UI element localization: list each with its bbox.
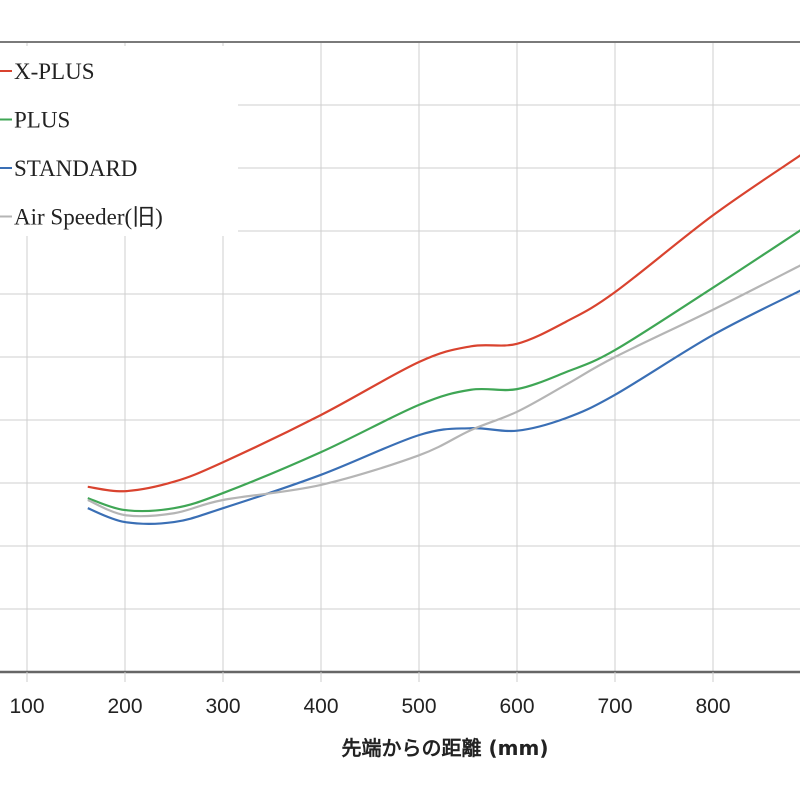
x-tick-label: 100 <box>9 695 44 718</box>
legend: X-PLUS PLUS STANDARD Air Speeder(旧) <box>0 46 238 236</box>
legend-label: X-PLUS <box>14 59 95 84</box>
x-axis: 1002003004005006007008009 <box>0 670 800 718</box>
x-tick-label: 400 <box>303 695 338 718</box>
series-lines <box>87 154 800 525</box>
x-tick-label: 200 <box>107 695 142 718</box>
series-line-x-plus <box>87 154 800 493</box>
legend-box <box>0 46 238 236</box>
legend-label: Air Speeder(旧) <box>14 205 163 230</box>
legend-label: STANDARD <box>14 156 137 181</box>
x-tick-label: 600 <box>499 695 534 718</box>
series-line-standard <box>87 289 800 525</box>
x-axis-title: 先端からの距離 (mm) <box>342 736 549 760</box>
x-tick-label: 700 <box>597 695 632 718</box>
x-tick-label: 800 <box>695 695 730 718</box>
x-tick-label: 500 <box>401 695 436 718</box>
legend-label: PLUS <box>14 108 70 133</box>
series-line-air-speeder- <box>87 264 800 518</box>
x-tick-label: 300 <box>205 695 240 718</box>
series-line-plus <box>87 229 800 513</box>
